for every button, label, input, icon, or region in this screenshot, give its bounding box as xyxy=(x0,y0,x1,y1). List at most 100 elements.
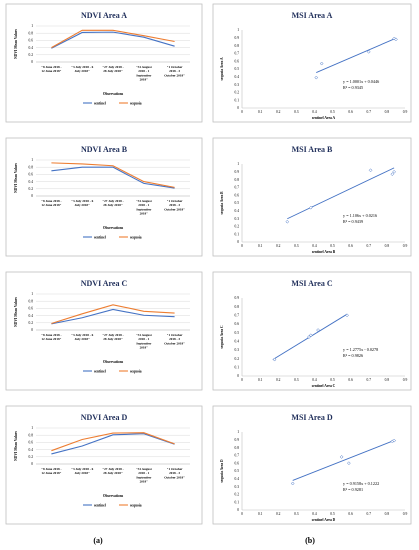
y-tick-label: 0.8 xyxy=(29,299,34,303)
x-axis-label: sentinel Area B xyxy=(312,250,336,254)
r-squared: R² = 0.9281 xyxy=(343,487,363,492)
x-category-line: "27 July 2018 - xyxy=(102,199,123,203)
caption-b: (b) xyxy=(305,536,315,545)
x-axis-label: Observations xyxy=(103,360,124,364)
x-axis-label: Observations xyxy=(103,494,124,498)
y-tick-label: 0.5 xyxy=(235,67,240,71)
x-tick-label: 0.8 xyxy=(385,110,390,114)
x-tick-label: 0.4 xyxy=(312,378,317,382)
x-axis-label: sentinel Area C xyxy=(312,384,336,388)
x-tick-label: 0.7 xyxy=(367,244,372,248)
x-tick-label: 0.3 xyxy=(294,512,299,516)
chart-border xyxy=(212,3,412,123)
x-category-line: 12 June 2018" xyxy=(41,337,61,341)
scatter-point xyxy=(345,313,349,318)
y-tick-label: 0.4 xyxy=(29,314,34,318)
legend-label-sentinel: sentinel xyxy=(94,101,106,105)
y-tick-label: 1 xyxy=(237,430,239,434)
trend-equation: y = 1.2775x - 0.0278 xyxy=(343,347,378,352)
series-line-sentinel xyxy=(51,308,175,325)
x-category-line: "1 October xyxy=(167,65,183,69)
x-category-label: "27 July 2018 -28 July 2018" xyxy=(102,467,123,475)
chart-title: NDVI Area B xyxy=(81,145,128,154)
x-tick-label: 0.9 xyxy=(403,244,408,248)
r-squared: R² = 0.9345 xyxy=(343,85,363,90)
x-category-label: "3 July 2018 - 6 July 2018" xyxy=(71,333,94,341)
x-category-line: "8 June 2018 - xyxy=(41,467,61,471)
x-category-label: "3 July 2018 - 6 July 2018" xyxy=(71,65,94,73)
y-tick-label: 0.8 xyxy=(29,165,34,169)
scatter-point xyxy=(390,172,395,176)
x-tick-label: 0.5 xyxy=(330,512,335,516)
r-squared: R² = 0.9439 xyxy=(343,219,363,224)
x-category-line: October 2018" xyxy=(164,207,185,211)
x-tick-label: 0.1 xyxy=(258,244,263,248)
x-category-line: October 2018" xyxy=(164,73,185,77)
chart-panel-8: MSI Area D 0 0.1 0.2 0.3 0.4 0.5 0.6 0.7 0.8 0.9 1 0… xyxy=(212,405,412,525)
y-tick-label: 0.3 xyxy=(235,83,240,87)
chart-title: NDVI Area C xyxy=(81,279,128,288)
scatter-point xyxy=(368,168,373,173)
legend-label-sentinel: sentinel xyxy=(94,369,106,373)
x-tick-label: 0.1 xyxy=(258,512,263,516)
x-category-line: "31 August xyxy=(136,467,153,471)
x-axis-label: Observations xyxy=(103,92,124,96)
x-category-line: "3 July 2018 - 6 xyxy=(71,333,94,337)
scatter-point xyxy=(316,328,320,332)
legend-label-sentinel: sentinel xyxy=(94,235,106,239)
x-category-label: "8 June 2018 -12 June 2018" xyxy=(41,333,61,341)
x-tick-label: 0.6 xyxy=(348,244,353,248)
x-category-line: "31 August xyxy=(136,333,153,337)
x-category-line: 28 July 2018" xyxy=(103,471,123,475)
x-category-line: 2018 - 1 xyxy=(138,203,149,207)
x-category-label: "3 July 2018 - 6 July 2018" xyxy=(71,199,94,207)
y-tick-label: 0.5 xyxy=(235,201,240,205)
y-tick-label: 0.4 xyxy=(29,180,34,184)
y-tick-label: 0.5 xyxy=(235,469,240,473)
y-tick-label: 0.7 xyxy=(235,454,240,458)
y-tick-label: 1 xyxy=(237,162,239,166)
x-category-line: 2018" xyxy=(140,212,149,216)
x-tick-label: 0.1 xyxy=(258,378,263,382)
trend-equation: y = 0.9158x + 0.1222 xyxy=(343,481,379,486)
trendline xyxy=(287,167,395,220)
chart-panel-7: NDVI Area D 0 0.2 0.4 0.6 0.8 1 "8 June 2018 -1… xyxy=(5,405,203,525)
x-tick-label: 0.7 xyxy=(367,110,372,114)
x-category-line: 2018 - 1 xyxy=(138,69,149,73)
x-axis-label: sentinel Area D xyxy=(312,518,336,522)
y-tick-label: 0.2 xyxy=(235,493,240,497)
x-tick-label: 0.5 xyxy=(330,244,335,248)
x-category-line: September xyxy=(136,207,152,211)
y-tick-label: 0.2 xyxy=(235,357,240,361)
y-tick-label: 0 xyxy=(237,374,239,378)
y-tick-label: 1 xyxy=(31,158,33,162)
y-tick-label: 0.4 xyxy=(235,209,240,213)
x-category-line: 2018 - 1 xyxy=(138,471,149,475)
x-category-line: 28 July 2018" xyxy=(103,337,123,341)
y-tick-label: 0.8 xyxy=(235,178,240,182)
y-tick-label: 0 xyxy=(237,240,239,244)
x-tick-label: 0.5 xyxy=(330,110,335,114)
y-tick-label: 0 xyxy=(237,508,239,512)
x-axis-label: sentinel Area A xyxy=(312,116,336,120)
x-category-line: "27 July 2018 - xyxy=(102,65,123,69)
y-tick-label: 0.9 xyxy=(235,36,240,40)
y-tick-label: 0.6 xyxy=(235,59,240,63)
x-tick-label: 0.2 xyxy=(276,512,281,516)
y-tick-label: 0.3 xyxy=(235,485,240,489)
y-tick-label: 1 xyxy=(31,24,33,28)
chart-title: MSI Area B xyxy=(292,145,333,154)
x-category-label: "31 August 2018 - 1 September 2018" xyxy=(136,333,153,350)
x-category-line: "1 October xyxy=(167,467,183,471)
series-line-sequoia xyxy=(51,304,175,325)
trendline xyxy=(316,37,397,73)
legend-label-sequoia: sequoia xyxy=(130,235,142,239)
y-tick-label: 0.9 xyxy=(235,296,240,300)
x-category-line: 12 June 2018" xyxy=(41,203,61,207)
x-axis-label: Observations xyxy=(103,226,124,230)
series-line-sentinel xyxy=(51,433,175,455)
chart-panel-5: NDVI Area C 0 0.2 0.4 0.6 0.8 1 "8 June 2018 -1… xyxy=(5,271,203,391)
x-category-line: 28 July 2018" xyxy=(103,203,123,207)
y-tick-label: 0.3 xyxy=(235,217,240,221)
scatter-point xyxy=(285,219,290,224)
